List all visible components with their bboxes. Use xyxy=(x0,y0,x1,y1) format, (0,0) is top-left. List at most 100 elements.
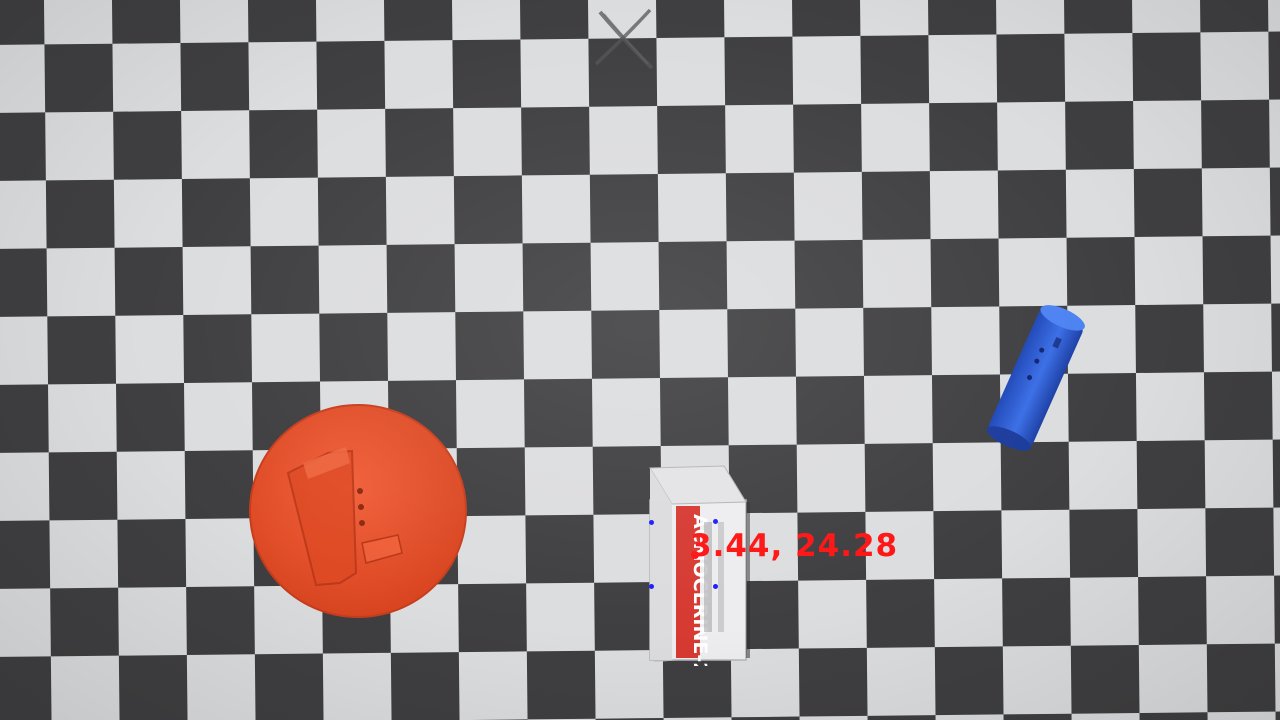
checker-square xyxy=(1070,645,1140,714)
checker-square xyxy=(724,36,794,106)
checker-square xyxy=(1271,302,1280,372)
checker-square xyxy=(111,0,181,44)
checker-square xyxy=(522,242,592,312)
checker-square xyxy=(927,0,997,36)
checker-square xyxy=(44,43,114,113)
checker-square xyxy=(390,652,460,720)
checker-square xyxy=(1274,574,1280,644)
checker-square xyxy=(455,311,524,381)
checker-square xyxy=(0,520,51,590)
checker-square xyxy=(0,0,45,46)
checker-square xyxy=(247,0,317,43)
checker-square xyxy=(1275,710,1280,720)
medicine-box-icon: ACMOCLRINE-20 xyxy=(649,465,750,666)
checker-square xyxy=(929,102,998,172)
checker-square xyxy=(526,650,596,720)
checker-square xyxy=(794,239,864,309)
checker-square xyxy=(114,246,184,316)
checker-square xyxy=(50,587,119,657)
checker-square xyxy=(997,169,1067,239)
checker-square xyxy=(1135,304,1204,374)
checker-square xyxy=(731,716,801,720)
checker-square xyxy=(521,106,590,176)
checker-square xyxy=(319,312,388,382)
checker-square xyxy=(254,653,324,720)
checker-square xyxy=(1133,168,1203,238)
corner-marker xyxy=(713,519,718,524)
checker-square xyxy=(1269,166,1280,236)
checker-square xyxy=(113,110,182,180)
checker-square xyxy=(996,33,1066,103)
checker-square xyxy=(118,654,188,720)
checker-square xyxy=(47,315,117,385)
checker-square xyxy=(519,0,589,40)
checker-square xyxy=(1268,30,1280,100)
checker-square xyxy=(1066,237,1136,306)
checker-square xyxy=(316,40,386,110)
checker-square xyxy=(793,103,862,173)
checker-square xyxy=(655,0,725,39)
checker-square xyxy=(1199,0,1269,33)
checker-square xyxy=(1139,712,1209,720)
corner-marker xyxy=(649,520,654,525)
checker-square xyxy=(867,715,937,720)
checker-square xyxy=(186,586,255,655)
checker-square xyxy=(317,176,387,246)
checker-square xyxy=(1063,0,1133,34)
checker-square xyxy=(1202,235,1272,305)
checker-square xyxy=(933,510,1003,580)
checker-square xyxy=(798,647,868,717)
checker-square xyxy=(860,35,930,104)
checker-square xyxy=(591,310,660,379)
checker-square xyxy=(181,178,251,247)
checker-square xyxy=(659,377,729,446)
checker-square xyxy=(1272,438,1280,508)
checker-square xyxy=(1069,509,1139,578)
checker-square xyxy=(1003,713,1073,720)
checker-square xyxy=(861,171,931,240)
checker-square xyxy=(657,105,726,175)
checker-square xyxy=(385,108,454,177)
checker-square xyxy=(930,238,1000,308)
checker-square xyxy=(453,175,523,245)
coordinate-readout: 3.44, 24.28 xyxy=(690,528,899,564)
checker-square xyxy=(863,307,932,376)
corner-marker xyxy=(649,584,654,589)
checker-square xyxy=(1065,101,1134,170)
checker-square xyxy=(1201,99,1270,169)
center-marker xyxy=(691,551,699,559)
checker-square xyxy=(117,518,187,588)
checker-square xyxy=(525,514,595,584)
blue-cylinder-icon xyxy=(986,305,1085,451)
checker-square xyxy=(791,0,861,37)
checker-square xyxy=(1205,507,1275,577)
checker-square xyxy=(386,244,456,313)
checker-square xyxy=(48,451,118,521)
checker-square xyxy=(658,241,728,311)
checker-square xyxy=(1203,371,1273,441)
checker-square xyxy=(184,450,254,519)
checker-square xyxy=(866,579,935,648)
checker-square xyxy=(0,248,48,318)
checker-square xyxy=(1206,643,1276,713)
checker-square xyxy=(180,42,250,111)
checker-square xyxy=(725,172,795,242)
corner-marker xyxy=(713,584,718,589)
checker-square xyxy=(0,384,49,454)
checker-square xyxy=(452,39,522,109)
orange-disc-icon xyxy=(249,404,467,618)
checker-square xyxy=(116,382,185,452)
checker-square xyxy=(249,109,318,179)
checker-square xyxy=(1002,577,1071,647)
checker-square xyxy=(183,314,253,383)
checker-square xyxy=(727,308,796,378)
checker-square xyxy=(458,583,527,653)
cross-mark-icon xyxy=(594,8,654,70)
checker-square xyxy=(1138,576,1207,646)
checker-square xyxy=(934,646,1004,716)
checker-square xyxy=(864,443,934,512)
checker-square xyxy=(523,378,593,448)
checker-square xyxy=(383,0,453,41)
checker-square xyxy=(795,375,865,445)
